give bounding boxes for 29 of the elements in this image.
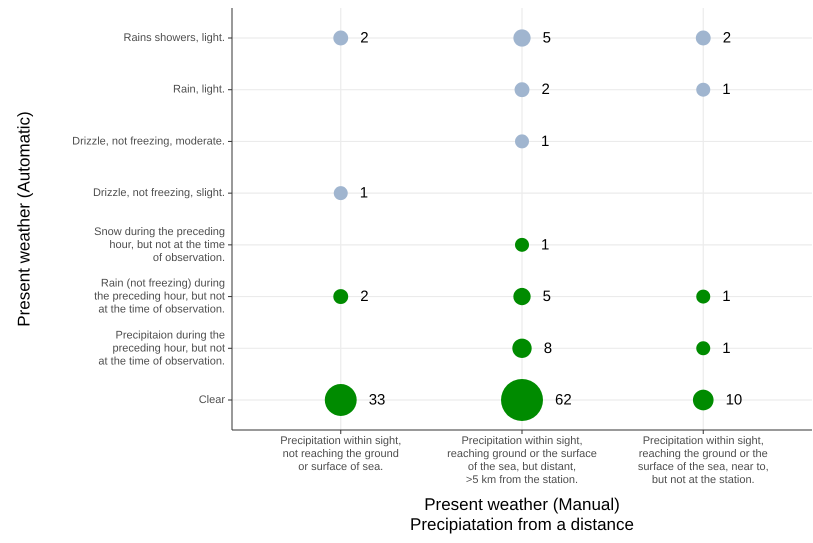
y-tick-label: Drizzle, not freezing, slight.	[92, 187, 225, 200]
y-axis-title: Present weather (Automatic)	[14, 111, 34, 327]
data-label: 2	[360, 288, 369, 306]
data-label: 1	[722, 81, 731, 98]
data-label: 62	[555, 392, 572, 409]
data-label: 1	[360, 184, 368, 202]
data-label: 8	[544, 340, 552, 357]
data-label: 5	[542, 29, 551, 46]
data-label: 1	[722, 288, 731, 306]
x-tick-label: Precipitation within sight, reaching ground or the surface of the sea, but distant, >5 km from the station.	[447, 435, 597, 486]
data-label: 1	[722, 340, 731, 357]
data-label: 5	[542, 288, 551, 306]
y-tick-label: Rains showers, light.	[124, 32, 225, 44]
y-tick-label: Drizzle, not freezing, moderate.	[72, 135, 225, 148]
data-label: 2	[722, 29, 732, 46]
data-label: 33	[368, 392, 386, 409]
y-tick-label: Rain, light.	[173, 84, 225, 96]
data-label: 2	[360, 29, 369, 46]
y-tick-label: Rain (not freezing) during the preceding hour, but not at the time of observation.	[94, 278, 225, 316]
data-label: 1	[541, 236, 550, 254]
y-tick-label: Precipitaion during the preceding hour, but not at the time of observation.	[98, 329, 225, 368]
x-axis-title: Present weather (Manual) Precipiatation from a distance	[410, 495, 634, 534]
data-label: 2	[541, 81, 550, 98]
data-label: 10	[726, 392, 742, 409]
y-tick-label: Snow during the preceding hour, but not at the time of observation.	[94, 226, 225, 264]
data-label: 1	[541, 132, 550, 150]
x-tick-label: Precipitation within sight, reaching the ground or the surface of the sea, near to, but not at the station.	[638, 435, 769, 486]
x-tick-label: Precipitation within sight, not reaching the ground or surface of sea.	[280, 435, 402, 474]
y-tick-label: Clear	[198, 394, 226, 406]
